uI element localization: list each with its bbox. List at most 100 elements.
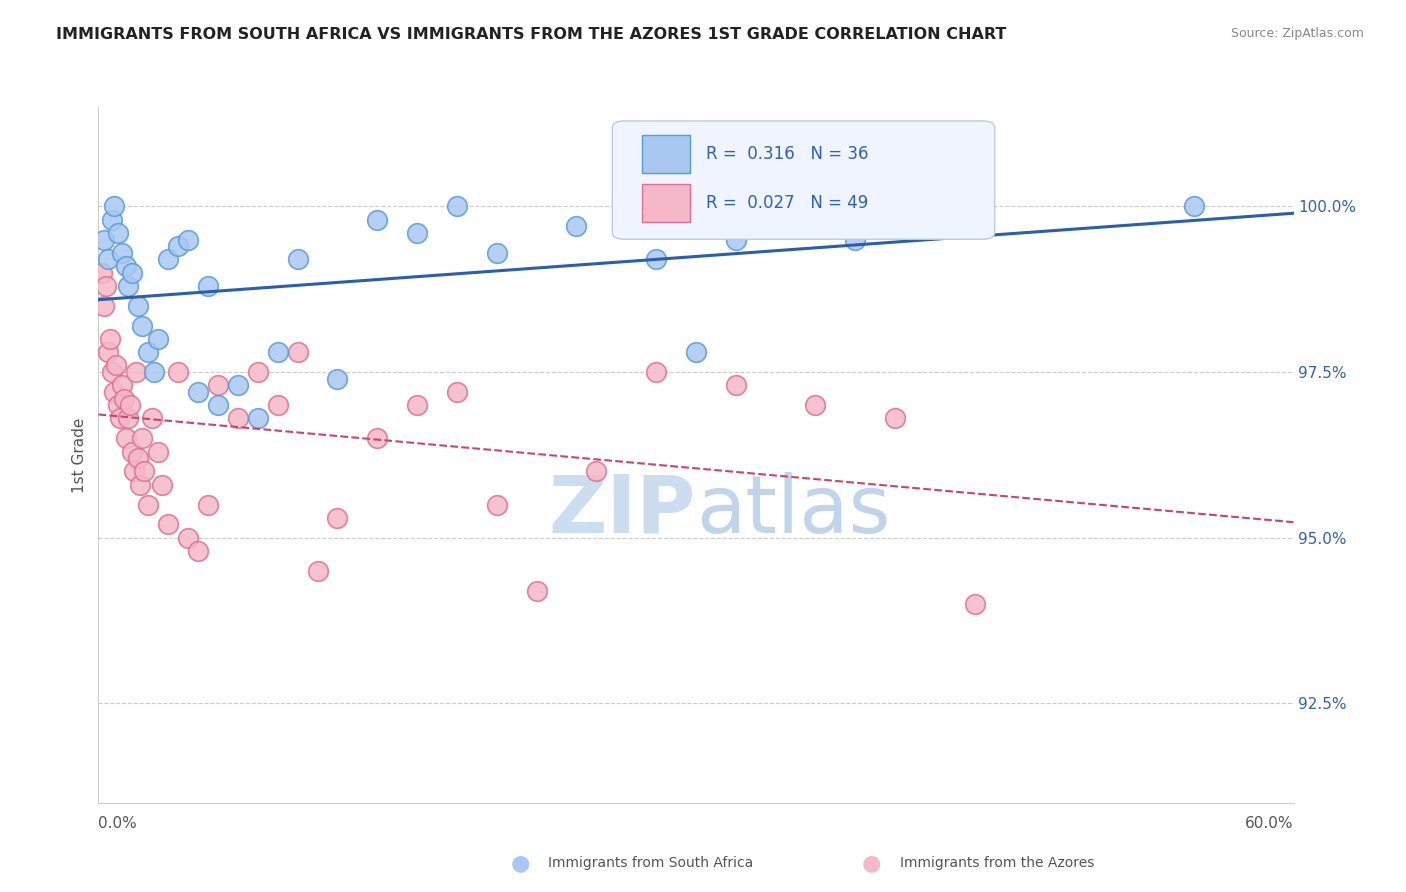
Point [111, 378, 134, 392]
Point [117, 279, 139, 293]
Point [143, 365, 166, 379]
Text: Source: ZipAtlas.com: Source: ZipAtlas.com [1230, 27, 1364, 40]
Point [93, 233, 115, 247]
Point [107, 226, 129, 240]
Point [103, 199, 125, 213]
Point [1182, 199, 1205, 213]
Point [645, 365, 668, 379]
Point [121, 266, 143, 280]
Point [131, 318, 153, 333]
Point [924, 199, 946, 213]
Point [101, 212, 124, 227]
Point [485, 245, 508, 260]
Point [98, 332, 122, 346]
Point [134, 465, 156, 479]
Point [148, 332, 170, 346]
Text: IMMIGRANTS FROM SOUTH AFRICA VS IMMIGRANTS FROM THE AZORES 1ST GRADE CORRELATION: IMMIGRANTS FROM SOUTH AFRICA VS IMMIGRAN… [56, 27, 1007, 42]
Point [157, 517, 180, 532]
Point [115, 431, 138, 445]
Point [121, 444, 143, 458]
FancyBboxPatch shape [643, 135, 690, 173]
Point [93, 299, 115, 313]
Point [136, 498, 159, 512]
Point [197, 279, 219, 293]
Point [724, 378, 747, 392]
Text: Immigrants from South Africa: Immigrants from South Africa [548, 856, 754, 871]
Point [107, 398, 129, 412]
Y-axis label: 1st Grade: 1st Grade [72, 417, 87, 492]
Point [129, 477, 152, 491]
Point [485, 498, 508, 512]
Point [565, 219, 588, 234]
Point [187, 544, 209, 558]
Point [366, 431, 388, 445]
Point [526, 583, 548, 598]
Point [446, 199, 468, 213]
Text: 0.0%: 0.0% [98, 816, 138, 831]
Point [136, 345, 159, 359]
Point [406, 226, 429, 240]
Point [150, 477, 173, 491]
Point [267, 345, 290, 359]
Point [366, 212, 388, 227]
Point [197, 498, 219, 512]
Point [246, 365, 269, 379]
Point [157, 252, 180, 267]
FancyBboxPatch shape [643, 184, 690, 222]
FancyBboxPatch shape [613, 121, 995, 239]
Text: Immigrants from the Azores: Immigrants from the Azores [900, 856, 1094, 871]
Point [110, 411, 132, 425]
Point [326, 511, 349, 525]
Point [963, 597, 986, 611]
Point [446, 384, 468, 399]
Point [103, 384, 125, 399]
Point [105, 359, 128, 373]
Point [112, 392, 135, 406]
Point [91, 266, 114, 280]
Point [804, 398, 827, 412]
Point [120, 398, 142, 412]
Text: R =  0.027   N = 49: R = 0.027 N = 49 [706, 194, 868, 212]
Point [124, 465, 146, 479]
Text: 60.0%: 60.0% [1246, 816, 1294, 831]
Point [207, 378, 229, 392]
Point [177, 233, 200, 247]
Point [97, 252, 120, 267]
Point [724, 233, 747, 247]
Text: ZIP: ZIP [548, 472, 696, 549]
Point [844, 233, 866, 247]
Point [97, 345, 120, 359]
Point [115, 259, 138, 273]
Point [125, 365, 148, 379]
Point [127, 299, 149, 313]
Point [117, 411, 139, 425]
Point [131, 431, 153, 445]
Point [307, 564, 329, 578]
Point [111, 245, 134, 260]
Text: ●: ● [862, 854, 882, 873]
Point [326, 372, 349, 386]
Point [645, 252, 668, 267]
Point [246, 411, 269, 425]
Point [207, 398, 229, 412]
Point [187, 384, 209, 399]
Point [167, 365, 190, 379]
Point [585, 465, 607, 479]
Point [287, 345, 309, 359]
Point [177, 531, 200, 545]
Point [226, 411, 249, 425]
Point [406, 398, 429, 412]
Point [148, 444, 170, 458]
Point [287, 252, 309, 267]
Point [96, 279, 118, 293]
Point [226, 378, 249, 392]
Text: ●: ● [510, 854, 530, 873]
Point [127, 451, 149, 466]
Point [167, 239, 190, 253]
Text: atlas: atlas [696, 472, 890, 549]
Text: R =  0.316   N = 36: R = 0.316 N = 36 [706, 145, 868, 163]
Point [101, 365, 124, 379]
Point [141, 411, 163, 425]
Point [884, 411, 907, 425]
Point [267, 398, 290, 412]
